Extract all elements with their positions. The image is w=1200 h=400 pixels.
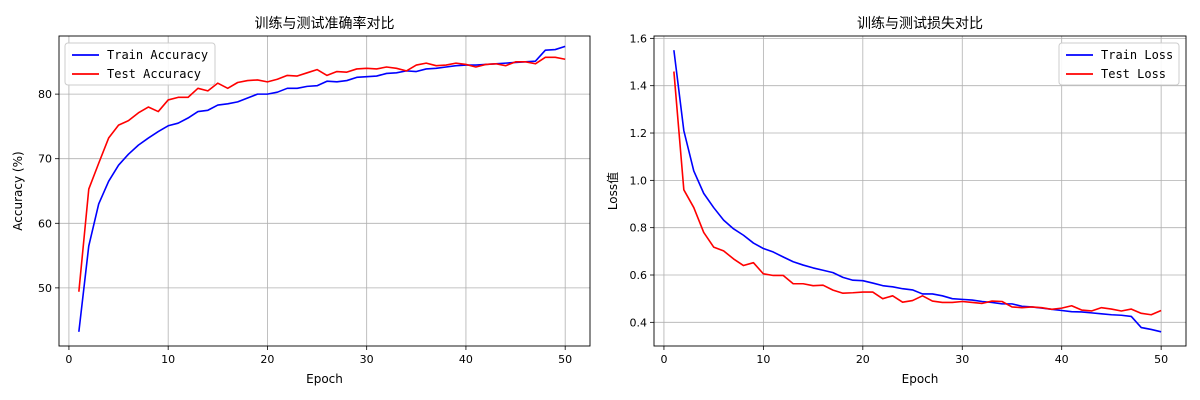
legend-box (64, 42, 216, 86)
series-line-train-accuracy (78, 45, 566, 332)
series-line-train-loss (673, 50, 1162, 333)
x-tick-label: 20 (856, 353, 870, 366)
x-tick-label: 0 (65, 353, 72, 366)
x-tick-label: 20 (260, 353, 274, 366)
y-axis-label: Accuracy (%) (11, 151, 25, 230)
x-tick-label: 0 (660, 353, 667, 366)
y-tick-label: 0.6 (630, 269, 648, 282)
y-axis-label: Loss值 (605, 172, 620, 210)
x-tick-label: 40 (1055, 353, 1069, 366)
axes-frame (58, 35, 591, 347)
series-line-test-loss (673, 71, 1162, 316)
chart-title: 训练与测试准确率对比 (255, 15, 395, 32)
axes-frame (653, 35, 1187, 347)
x-tick-label: 30 (955, 353, 969, 366)
y-tick-label: 1.4 (630, 80, 648, 93)
legend-entry: Test Accuracy (107, 67, 201, 81)
y-tick-label: 1.0 (630, 174, 648, 187)
legend-entry: Test Loss (1101, 67, 1166, 81)
chart-1: 0 10 20 30 40 50 50 60 70 80 训练与测试准确率对比 Epoch Accura… (11, 15, 591, 386)
x-tick-label: 30 (360, 353, 374, 366)
y-tick-label: 60 (38, 217, 52, 230)
x-tick-label: 10 (756, 353, 770, 366)
y-tick-label: 1.6 (630, 32, 648, 45)
y-tick-label: 50 (38, 282, 52, 295)
chart-title: 训练与测试损失对比 (857, 16, 983, 32)
y-tick-label: 80 (38, 88, 52, 101)
y-tick-label: 0.4 (630, 316, 648, 329)
legend-entry: Train Loss (1101, 48, 1173, 62)
x-tick-label: 40 (459, 353, 473, 366)
x-tick-label: 50 (558, 353, 572, 366)
legend-entry: Train Accuracy (107, 48, 208, 62)
y-tick-label: 70 (38, 153, 52, 166)
y-tick-label: 0.8 (630, 222, 648, 235)
legend: Train Accuracy Test Accuracy (64, 42, 216, 86)
x-axis-label: Epoch (306, 372, 343, 386)
x-tick-label: 50 (1154, 353, 1168, 366)
x-tick-label: 10 (161, 353, 175, 366)
legend: Train Loss Test Loss (1058, 42, 1180, 86)
series-line-test-accuracy (78, 56, 566, 292)
chart-2: 0 10 20 30 40 50 0.4 0.6 0.8 1.0 1.2 1.4 1.6 训练与测试损失对… (605, 16, 1187, 386)
x-axis-label: Epoch (902, 372, 939, 386)
y-tick-label: 1.2 (630, 127, 648, 140)
